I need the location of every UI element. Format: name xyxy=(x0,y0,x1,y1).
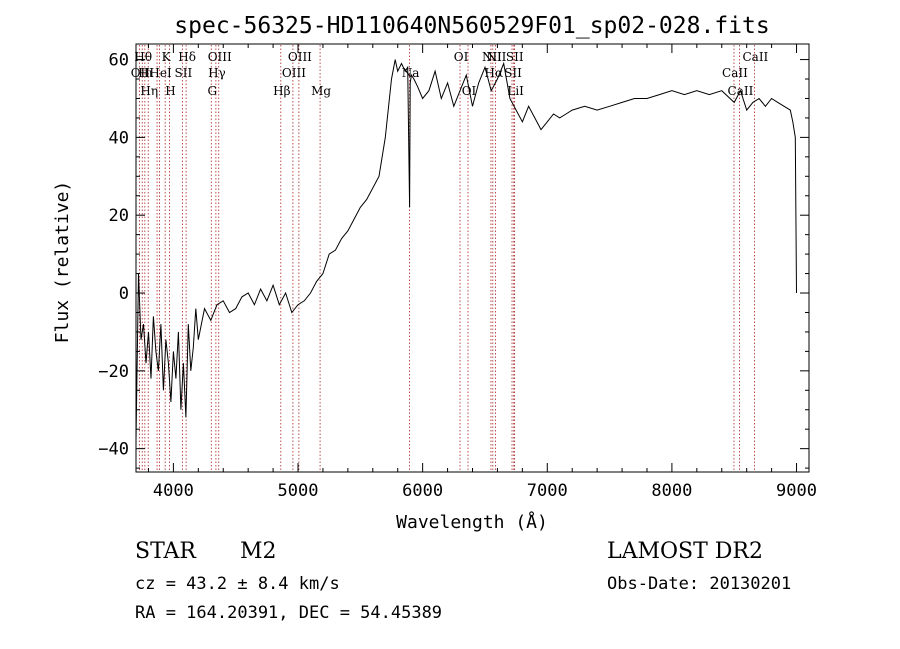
x-tick-label: 5000 xyxy=(278,481,319,501)
line-marker-label: OIII xyxy=(282,66,306,80)
line-marker-label: SII xyxy=(506,50,524,64)
x-tick-label: 8000 xyxy=(651,481,692,501)
line-marker-label: CaII xyxy=(722,66,748,80)
plot-frame xyxy=(135,43,810,473)
redshift-text: cz = 43.2 ± 8.4 km/s xyxy=(135,574,340,594)
survey-name: LAMOST DR2 xyxy=(607,539,763,564)
line-markers xyxy=(138,45,755,471)
line-marker-label: Hγ xyxy=(208,66,226,80)
coordinates-text: RA = 164.20391, DEC = 54.45389 xyxy=(135,603,443,623)
line-marker-label: Hβ xyxy=(273,84,290,98)
object-class: STAR xyxy=(135,539,196,564)
line-marker-label: LiI xyxy=(507,84,524,98)
line-marker-label: SII xyxy=(175,66,193,80)
x-tick-label: 7000 xyxy=(527,481,568,501)
y-tick-label: −20 xyxy=(98,362,129,382)
line-marker-label: Hι xyxy=(138,66,153,80)
line-marker-label: Hδ xyxy=(178,50,196,64)
line-marker-label: NII xyxy=(482,50,502,64)
x-axis: 4000 5000 6000 7000 8000 9000 xyxy=(147,44,817,501)
y-tick-label: 60 xyxy=(109,51,129,71)
y-tick-label: 40 xyxy=(109,128,129,148)
line-marker-label: SII xyxy=(504,66,522,80)
x-axis-label: Wavelength (Å) xyxy=(396,511,548,533)
y-axis: −40 −20 0 20 40 60 xyxy=(98,51,809,469)
line-marker-label: NII xyxy=(486,50,506,64)
line-marker-label: OI xyxy=(454,50,469,64)
x-tick-label: 9000 xyxy=(776,481,817,501)
line-marker-label: CaII xyxy=(742,50,768,64)
observation-date: Obs-Date: 20130201 xyxy=(607,574,792,594)
line-marker-label: Hη xyxy=(140,84,158,98)
line-marker-label: Mg xyxy=(311,84,331,98)
x-tick-label: 6000 xyxy=(402,481,443,501)
x-tick-label: 4000 xyxy=(153,481,194,501)
line-marker-label: OIII xyxy=(208,50,232,64)
line-marker-label: H xyxy=(165,84,175,98)
line-marker-label: OIII xyxy=(288,50,312,64)
object-subclass: M2 xyxy=(240,539,277,564)
y-tick-label: 20 xyxy=(109,206,129,226)
line-marker-label: HeI xyxy=(149,66,172,80)
line-marker-label: G xyxy=(207,84,217,98)
y-axis-label: Flux (relative) xyxy=(52,181,73,344)
spectrum-line xyxy=(135,59,797,441)
line-marker-label: K xyxy=(162,50,172,64)
y-tick-label: 0 xyxy=(119,284,129,304)
y-tick-label: −40 xyxy=(98,440,129,460)
chart-title: spec-56325-HD110640N560529F01_sp02-028.f… xyxy=(174,13,769,39)
line-marker-label: Hθ xyxy=(134,50,152,64)
